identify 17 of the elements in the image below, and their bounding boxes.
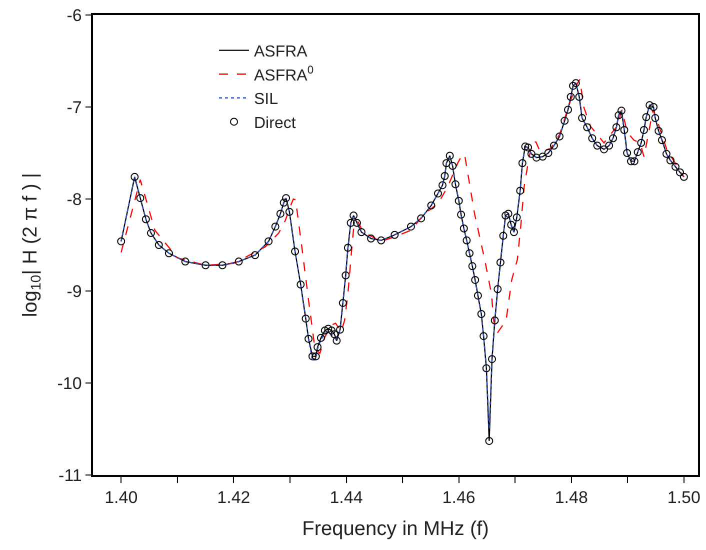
y-tick-label: -9 [66,282,82,301]
y-tick-label: -8 [66,190,82,209]
y-tick-label: -10 [57,374,82,393]
legend-label: SIL [254,91,278,108]
legend-label: ASFRA [254,44,308,61]
x-tick-label: 1.42 [217,488,250,508]
x-axis-title: Frequency in MHz (f) [302,518,489,540]
x-tick-label: 1.50 [667,488,700,508]
x-tick-label: 1.48 [554,488,588,508]
y-tick-label: -11 [58,466,82,485]
x-tick-label: 1.44 [330,488,363,508]
y-tick-label: -7 [66,98,82,117]
x-tick-label: 1.40 [104,488,138,508]
y-tick-label: -6 [66,6,82,25]
legend-label: ASFRA$^{0}$ [254,64,314,84]
x-tick-label: 1.46 [442,488,476,508]
legend-label: Direct [254,114,296,132]
